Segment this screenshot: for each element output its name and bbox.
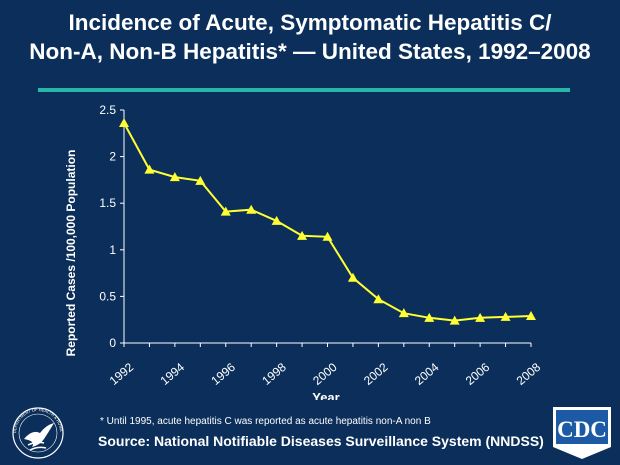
source-note: Source: National Notifiable Diseases Sur… — [98, 433, 544, 449]
y-tick-label: 2.5 — [99, 103, 116, 117]
y-axis-label: Reported Cases /100,000 Population — [64, 150, 78, 357]
data-point-1998 — [271, 215, 282, 225]
chart-title: Incidence of Acute, Symptomatic Hepatiti… — [0, 8, 620, 66]
y-tick-labels: 0 0.5 1 1.5 2 2.5 — [99, 103, 124, 350]
hhs-seal-logo: DEPARTMENT OF HEALTH & HUMAN SERVICES — [10, 405, 64, 459]
data-point-2008 — [526, 310, 536, 320]
x-axis-label: Year — [312, 390, 339, 400]
data-point-2005 — [449, 315, 460, 325]
data-point-2001 — [347, 272, 358, 282]
data-point-2007 — [500, 311, 511, 321]
x-tick-labels: 1992 1994 1996 1998 2000 2002 2004 2006 2008 — [107, 343, 544, 388]
data-point-1995 — [195, 175, 206, 185]
y-tick-label: 1.5 — [99, 196, 116, 210]
data-point-2000 — [322, 231, 333, 241]
data-point-1992 — [119, 118, 129, 128]
data-point-2003 — [398, 308, 409, 318]
y-tick-label: 1 — [109, 243, 116, 257]
series-line — [123, 122, 532, 322]
x-tick-label: 1998 — [259, 360, 289, 388]
series-markers — [119, 118, 536, 325]
data-point-2002 — [373, 294, 384, 304]
y-tick-label: 2 — [109, 150, 116, 164]
svg-text:DEPARTMENT OF HEALTH & HUMAN S: DEPARTMENT OF HEALTH & HUMAN SERVICES — [10, 405, 64, 433]
cdc-logo: CDC — [553, 407, 611, 459]
x-tick-label: 2002 — [361, 360, 391, 388]
data-point-1999 — [297, 230, 308, 240]
x-tick-label: 2006 — [463, 360, 493, 388]
data-point-1996 — [220, 206, 231, 216]
x-tick-label: 2008 — [514, 360, 544, 388]
data-point-1994 — [169, 172, 180, 182]
x-tick-label: 2000 — [310, 360, 340, 388]
chart-title-line1: Incidence of Acute, Symptomatic Hepatiti… — [68, 10, 552, 35]
x-tick-label: 1992 — [107, 360, 137, 388]
cdc-logo-text: CDC — [557, 417, 607, 442]
data-point-1997 — [246, 204, 257, 214]
x-tick-label: 1994 — [158, 360, 188, 388]
x-tick-label: 2004 — [412, 360, 442, 388]
line-chart: 0 0.5 1 1.5 2 2.5 1992 1994 1996 1998 2000 2002 200… — [64, 103, 544, 400]
x-tick-label: 1996 — [208, 360, 238, 388]
data-point-1993 — [144, 164, 155, 174]
footnote: * Until 1995, acute hepatitis C was repo… — [100, 416, 431, 427]
data-point-2004 — [424, 312, 435, 322]
hhs-seal-text: DEPARTMENT OF HEALTH & HUMAN SERVICES — [10, 405, 64, 433]
chart-title-line2: Non-A, Non-B Hepatitis* — United States,… — [29, 39, 591, 64]
y-tick-label: 0.5 — [99, 289, 116, 303]
y-tick-label: 0 — [109, 336, 116, 350]
data-point-2006 — [475, 312, 486, 322]
title-divider — [38, 88, 570, 92]
chart-axes — [123, 110, 531, 344]
